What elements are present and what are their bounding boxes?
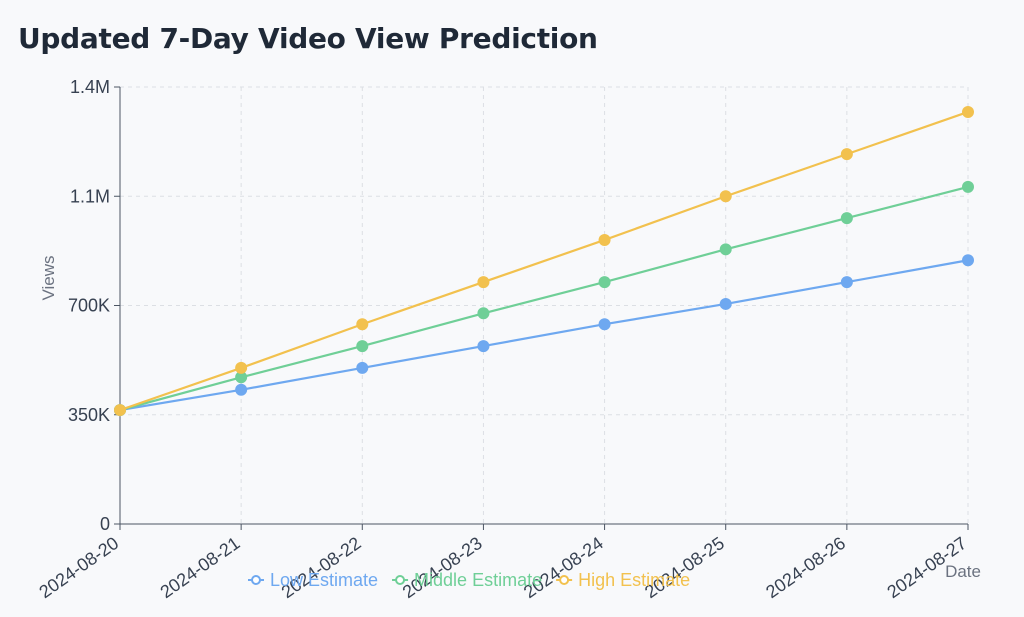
data-point-low-estimate: [477, 340, 490, 353]
data-point-high-estimate: [356, 318, 369, 331]
chart-title: Updated 7-Day Video View Prediction: [18, 22, 598, 55]
data-point-low-estimate: [598, 318, 611, 331]
series-line-high-estimate: [119, 110, 969, 412]
legend-label-low-estimate: Low Estimate: [270, 570, 378, 590]
data-point-high-estimate: [477, 276, 490, 289]
tick-labels: 0 350K 700K 1.1M 1.4M 2024-08-20 2024-08-21 202…: [35, 77, 970, 602]
series-line-middle-estimate: [119, 185, 969, 412]
data-point-low-estimate: [840, 276, 853, 289]
legend-label-high-estimate: High Estimate: [578, 570, 690, 590]
legend[interactable]: Low Estimate Middle Estimate High Estimate: [248, 570, 690, 590]
y-tick-label: 1.1M: [70, 186, 110, 206]
data-point-middle-estimate: [235, 371, 248, 384]
data-point-low-estimate: [235, 383, 248, 396]
legend-item-low-estimate[interactable]: Low Estimate: [248, 570, 378, 590]
legend-marker-high-estimate: [559, 575, 570, 585]
y-tick-label: 700K: [68, 296, 110, 316]
x-tick-label: 2024-08-22: [278, 533, 365, 602]
data-point-middle-estimate: [840, 212, 853, 225]
legend-item-middle-estimate[interactable]: Middle Estimate: [392, 570, 542, 590]
x-tick-label: 2024-08-26: [762, 533, 849, 602]
x-axis-title: Date: [945, 562, 981, 581]
y-tick-label: 0: [100, 514, 110, 534]
axes: [114, 86, 969, 530]
y-axis-title: Views: [39, 255, 58, 300]
legend-marker-middle-estimate: [395, 575, 406, 585]
x-tick-label: 2024-08-23: [399, 533, 486, 602]
data-point-high-estimate: [598, 233, 611, 246]
data-point-middle-estimate: [356, 340, 369, 353]
data-point-high-estimate: [719, 190, 732, 203]
x-tick-label: 2024-08-21: [157, 533, 244, 602]
data-point-low-estimate: [356, 361, 369, 374]
data-point-high-estimate: [235, 361, 248, 374]
x-tick-label: 2024-08-24: [520, 533, 607, 602]
data-point-low-estimate: [962, 254, 974, 267]
data-point-middle-estimate: [477, 307, 490, 320]
x-tick-label: 2024-08-25: [641, 533, 728, 602]
data-point-high-estimate: [114, 404, 126, 417]
y-tick-label: 1.4M: [70, 77, 110, 97]
series-layer: [114, 105, 974, 417]
legend-marker-low-estimate: [251, 575, 261, 585]
legend-item-high-estimate[interactable]: High Estimate: [556, 570, 690, 590]
legend-label-middle-estimate: Middle Estimate: [414, 570, 542, 590]
series-line-low-estimate: [119, 259, 969, 412]
data-point-middle-estimate: [598, 276, 611, 289]
grid-lines: [120, 86, 969, 524]
x-tick-label: 2024-08-20: [35, 533, 122, 602]
data-point-low-estimate: [719, 297, 732, 310]
data-point-high-estimate: [840, 148, 853, 161]
data-point-middle-estimate: [719, 243, 732, 256]
data-point-middle-estimate: [962, 180, 974, 193]
y-tick-label: 350K: [68, 405, 110, 425]
data-point-high-estimate: [962, 105, 974, 118]
